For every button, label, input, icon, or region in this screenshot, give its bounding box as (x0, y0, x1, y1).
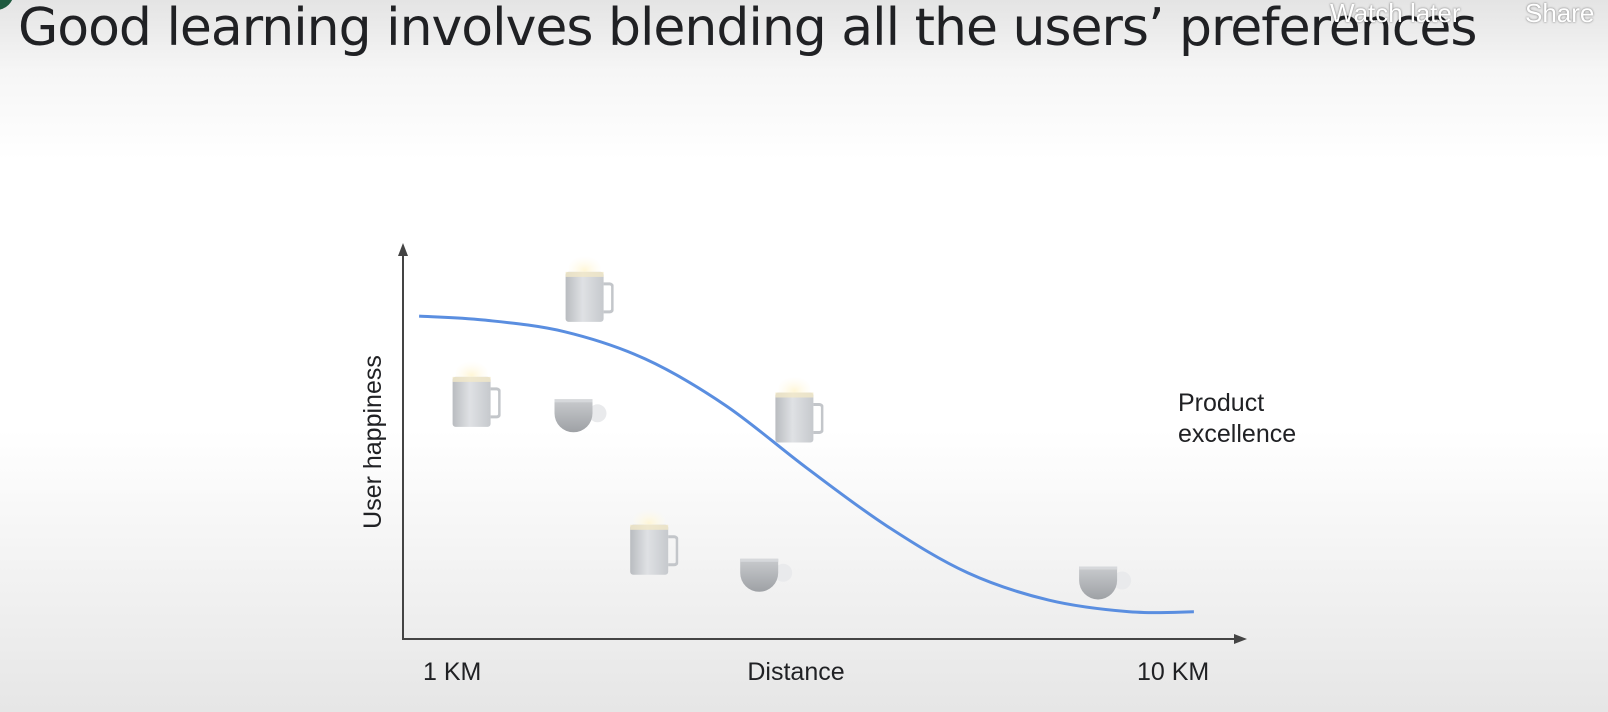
title-band (0, 0, 1608, 130)
x-axis-arrow-icon (1234, 634, 1247, 644)
watch-later-button[interactable]: Watch later (1330, 0, 1461, 28)
x-tick-label-start: 1 KM (423, 658, 481, 686)
mug-icon (564, 254, 614, 324)
mug-icon (773, 375, 824, 444)
page-title: Good learning involves blending all the … (18, 0, 1477, 58)
annotation-line-2: excellence (1178, 420, 1296, 448)
cup-icon (740, 558, 793, 592)
cup-icon (554, 399, 607, 433)
share-button[interactable]: Share (1525, 0, 1595, 28)
mug-icon (451, 359, 501, 429)
x-tick-label-end: 10 KM (1137, 658, 1209, 686)
annotation-line-1: Product (1178, 389, 1264, 417)
y-axis-label: User happiness (359, 355, 387, 529)
y-axis-arrow-icon (398, 243, 408, 256)
x-axis-label: Distance (747, 658, 844, 686)
channel-avatar[interactable] (0, 0, 14, 10)
mug-icon (628, 507, 679, 577)
cup-icon (1079, 566, 1132, 600)
happiness-curve (419, 314, 1194, 615)
